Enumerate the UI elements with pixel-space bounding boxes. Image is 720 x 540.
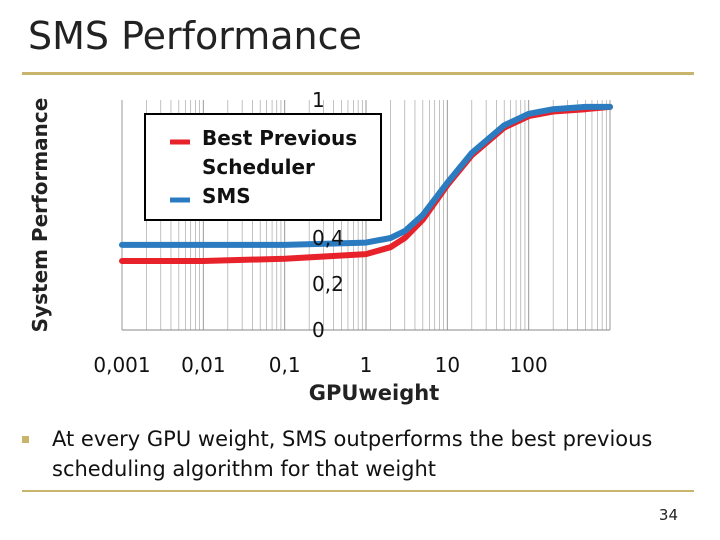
- x-tick-label: 0,001: [93, 353, 150, 377]
- x-tick-label: 0,01: [181, 353, 226, 377]
- chart-legend: Best Previous Scheduler SMS: [144, 113, 382, 221]
- legend-label-sms: SMS: [202, 184, 251, 208]
- footer-divider: [22, 490, 694, 492]
- legend-label-best-previous: Scheduler: [202, 155, 315, 179]
- x-axis-label: GPUweight: [309, 381, 440, 405]
- x-tick-label: 100: [510, 353, 548, 377]
- y-tick-label: 0,2: [312, 272, 344, 296]
- chart-series: [119, 103, 613, 264]
- x-tick-label: 0,1: [269, 353, 301, 377]
- x-tick-label: 10: [435, 353, 460, 377]
- series-line-sms: [119, 103, 613, 248]
- bullet-text: At every GPU weight, SMS outperforms the…: [52, 427, 653, 481]
- slide-number: 34: [658, 506, 678, 524]
- y-tick-label: 0,4: [312, 226, 344, 250]
- bullet-marker: [22, 436, 29, 443]
- y-tick-label: 1: [312, 88, 325, 112]
- chart-tick-labels: 0,001 0,01 0,1 1 10 100 0 0,2 0,4 1: [93, 88, 547, 377]
- title-divider: [22, 72, 694, 75]
- performance-chart: 0,001 0,01 0,1 1 10 100 0 0,2 0,4 1 GPUweight Bes…: [93, 88, 613, 405]
- y-tick-label: 0: [312, 318, 325, 342]
- x-tick-label: 1: [360, 353, 373, 377]
- page-title: SMS Performance: [28, 14, 362, 58]
- legend-label-best-previous: Best Previous: [202, 126, 357, 150]
